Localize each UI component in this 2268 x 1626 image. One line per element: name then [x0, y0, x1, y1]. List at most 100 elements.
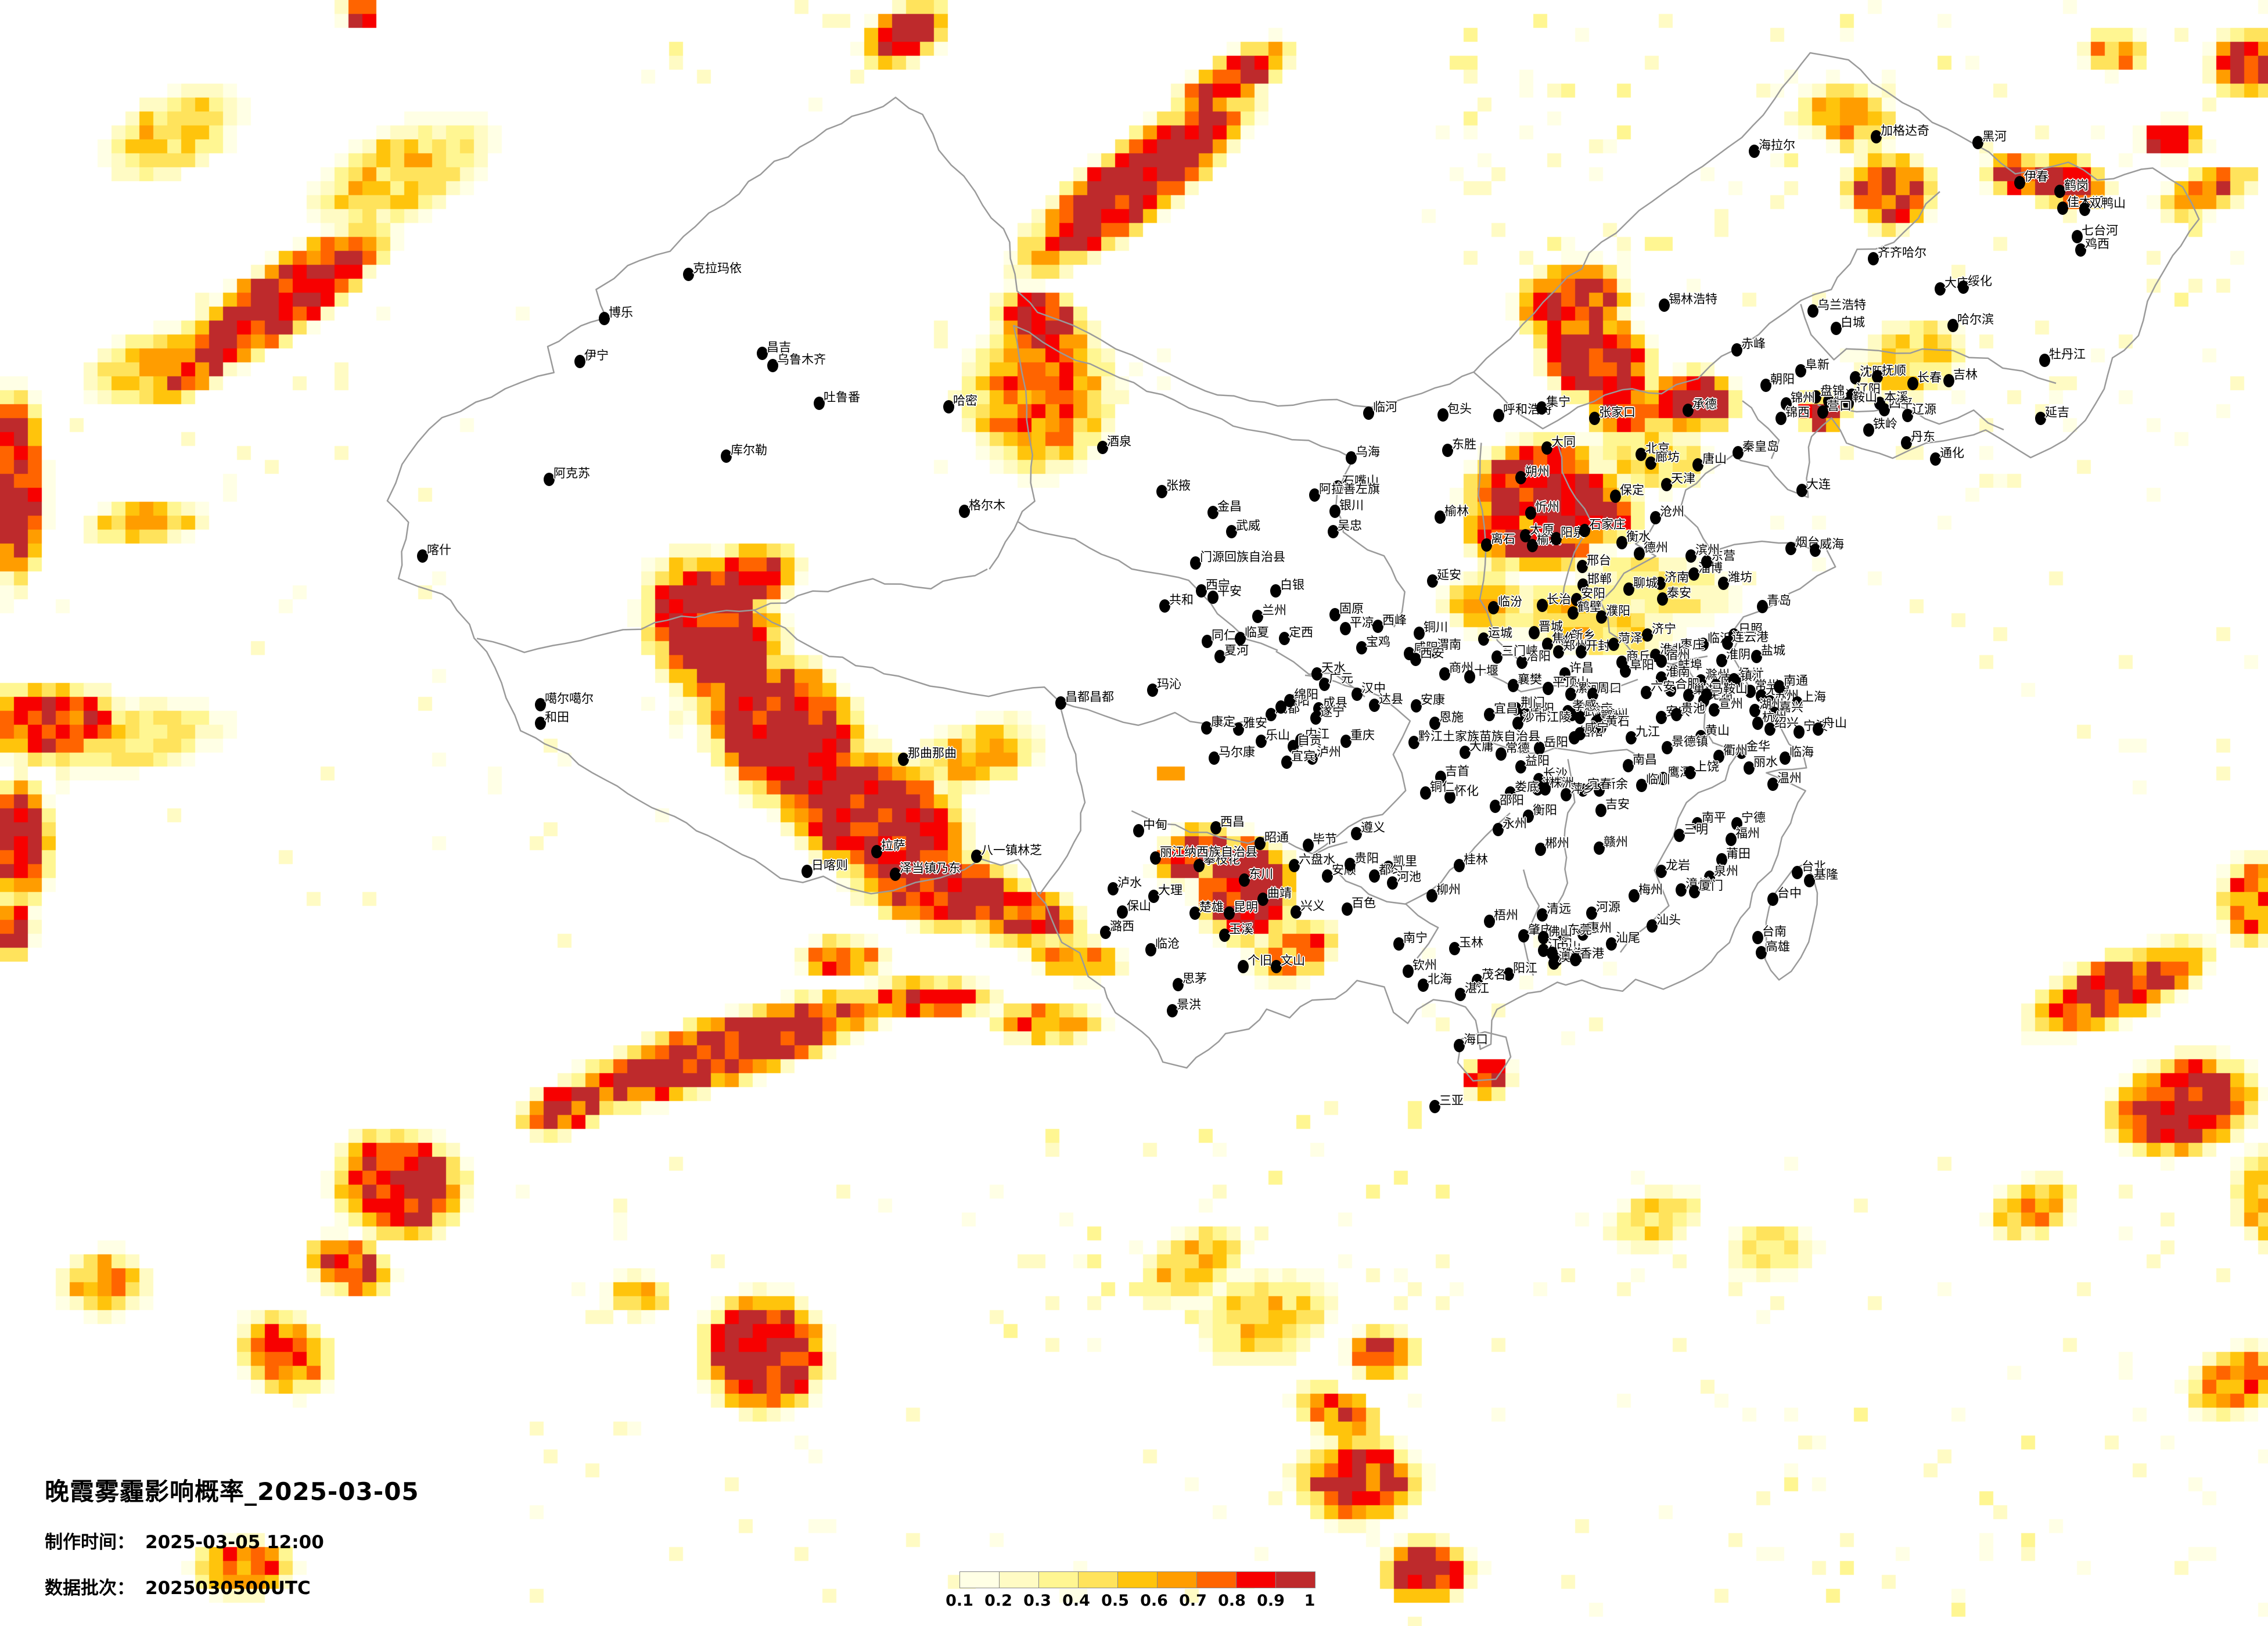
city-label: 大庸: [1469, 739, 1494, 753]
city-dot-icon: [1548, 956, 1559, 970]
province-boundary-13: [1846, 348, 2057, 384]
city-label: 阜新: [1805, 358, 1830, 372]
city-label: 自贡: [1297, 733, 1322, 747]
city-label: 咸阳: [1414, 641, 1438, 654]
city-dot-icon: [801, 865, 813, 878]
city-dot-icon: [1288, 740, 1299, 753]
city-dot-icon: [1688, 567, 1699, 581]
city-dot-icon: [890, 868, 901, 881]
city-label: 金昌: [1217, 499, 1242, 513]
city-dot-icon: [2054, 185, 2065, 198]
city-label: 潍坊: [1728, 570, 1752, 584]
city-label: 西峰: [1382, 613, 1407, 627]
city-label: 赣州: [1604, 835, 1628, 849]
city-dot-icon: [1536, 401, 1547, 415]
city-dot-icon: [1575, 727, 1586, 740]
city-dot-icon: [2039, 354, 2050, 367]
city-label: 六盘水: [1299, 852, 1335, 866]
city-label: 惠州: [1587, 921, 1612, 935]
city-label: 宿州: [1666, 648, 1690, 662]
city-label: 沙市江陵: [1522, 710, 1571, 724]
city-label: 玉林: [1459, 936, 1483, 949]
city-label: 东胜: [1452, 437, 1476, 451]
city-dot-icon: [1420, 786, 1431, 800]
city-label: 共和: [1169, 593, 1194, 607]
city-dot-icon: [1454, 859, 1465, 872]
city-dot-icon: [1561, 635, 1572, 648]
city-dot-icon: [1449, 942, 1460, 955]
city-label: 郴州: [1545, 836, 1569, 850]
city-dot-icon: [871, 845, 882, 858]
city-label: 上饶: [1695, 760, 1719, 774]
city-label: 沧州: [1660, 505, 1684, 519]
city-dot-icon: [1147, 684, 1158, 697]
city-dot-icon: [1692, 817, 1703, 830]
legend-tick: 0.7: [1179, 1592, 1207, 1610]
legend-tick: 1: [1304, 1592, 1315, 1610]
city-dot-icon: [1329, 608, 1340, 621]
city-label: 白银: [1280, 578, 1304, 592]
city-label: 萍乡: [1570, 782, 1595, 796]
city-dot-icon: [1148, 890, 1159, 903]
city-dot-icon: [1551, 532, 1562, 545]
city-label: 孝感: [1572, 699, 1597, 713]
city-dot-icon: [1710, 679, 1721, 692]
city-label: 辽阳: [1856, 382, 1881, 396]
city-label: 鄂州: [1601, 709, 1625, 723]
city-label: 昆明: [1234, 900, 1258, 914]
province-boundary-24: [1058, 700, 1249, 726]
city-dot-icon: [535, 717, 546, 730]
city-label: 日喀则: [811, 858, 848, 872]
city-label: 北海: [1428, 972, 1452, 986]
province-boundary-8: [1478, 443, 1522, 663]
city-label: 许昌: [1569, 661, 1594, 675]
city-dot-icon: [1716, 654, 1727, 667]
city-dot-icon: [1490, 800, 1501, 813]
city-dot-icon: [1901, 436, 1912, 449]
city-dot-icon: [1749, 704, 1760, 717]
city-dot-icon: [1689, 885, 1700, 898]
city-label: 马鞍山: [1711, 682, 1748, 696]
city-dot-icon: [599, 312, 610, 325]
city-dot-icon: [1610, 490, 1621, 503]
province-boundary-20: [1522, 869, 1540, 976]
legend-color-ramp: [959, 1571, 1315, 1588]
city-dot-icon: [814, 397, 825, 410]
city-dot-icon: [1795, 364, 1806, 377]
city-dot-icon: [1620, 664, 1631, 678]
city-label: 延安: [1437, 568, 1461, 582]
city-label: 绵阳: [1294, 688, 1318, 702]
city-dot-icon: [1442, 444, 1453, 457]
city-dot-icon: [1871, 130, 1882, 143]
city-label: 达县: [1379, 692, 1403, 706]
city-dot-icon: [943, 400, 954, 413]
city-dot-icon: [1701, 555, 1712, 569]
city-label: 聊城: [1633, 576, 1658, 590]
city-label: 同仁: [1212, 628, 1236, 642]
city-dot-icon: [1289, 859, 1300, 872]
city-dot-icon: [1303, 839, 1314, 852]
city-label: 台北: [1802, 859, 1826, 873]
city-label: 北京: [1645, 441, 1670, 455]
city-label: 中山: [1557, 940, 1581, 954]
city-dot-icon: [1767, 893, 1778, 906]
city-dot-icon: [1256, 735, 1267, 748]
city-dot-icon: [1650, 511, 1661, 524]
city-label: 那曲那曲: [908, 746, 957, 760]
city-dot-icon: [1100, 926, 1111, 939]
city-label: 长沙: [1543, 767, 1568, 780]
city-dot-icon: [1792, 696, 1803, 710]
city-dot-icon: [1271, 960, 1282, 973]
city-dot-icon: [2057, 202, 2068, 215]
city-label: 长治: [1547, 592, 1571, 606]
city-label: 金华: [1746, 739, 1770, 753]
city-dot-icon: [1731, 817, 1742, 830]
city-dot-icon: [1606, 937, 1617, 951]
city-label: 上海: [1802, 690, 1826, 704]
city-dot-icon: [1219, 929, 1230, 942]
province-boundary-1: [989, 325, 1036, 570]
city-label: 离石: [1491, 532, 1515, 546]
city-label: 汉中: [1361, 681, 1386, 695]
city-label: 毕节: [1313, 832, 1337, 846]
